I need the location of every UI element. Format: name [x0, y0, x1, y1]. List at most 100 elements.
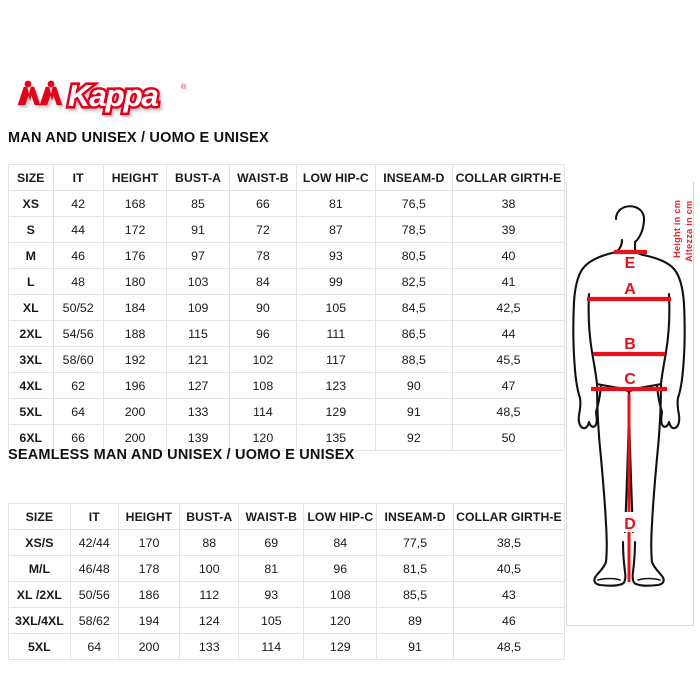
cell-value: 172	[102, 216, 168, 243]
cell-value: 188	[102, 320, 168, 347]
cell-value: 76,5	[374, 190, 453, 217]
cell-size: 5XL	[8, 398, 54, 425]
table-body-seamless: XS/S 42/44 170 88 69 84 77,5 38,5 M/L 46/48 178 100…	[8, 529, 566, 660]
cell-value: 50	[451, 424, 566, 451]
measure-label-E: E	[625, 255, 636, 272]
cell-value: 43	[452, 581, 566, 608]
cell-size: M/L	[8, 555, 71, 582]
cell-value: 186	[117, 581, 181, 608]
cell-value: 38,5	[452, 529, 566, 556]
cell-value: 200	[102, 424, 168, 451]
cell-value: 103	[166, 268, 230, 295]
cell-value: 124	[179, 607, 240, 634]
col-header-inseam-d: INSEAM-D	[374, 164, 453, 191]
cell-value: 42/44	[69, 529, 119, 556]
cell-value: 84	[303, 529, 378, 556]
cell-value: 109	[166, 294, 230, 321]
cell-value: 48,5	[451, 398, 566, 425]
cell-value: 170	[117, 529, 181, 556]
col-header-height: HEIGHT	[102, 164, 168, 191]
measure-label-A: A	[624, 281, 636, 298]
cell-value: 92	[374, 424, 453, 451]
cell-value: 100	[179, 555, 240, 582]
cell-value: 72	[228, 216, 298, 243]
size-table-man-unisex: SIZE IT HEIGHT BUST-A WAIST-B LOW HIP-C …	[8, 164, 566, 451]
cell-value: 50/52	[52, 294, 104, 321]
table-row: 3XL/4XL 58/62 194 124 105 120 89 46	[8, 607, 566, 634]
cell-size: XL	[8, 294, 54, 321]
table-row: S 44 172 91 72 87 78,5 39	[8, 216, 566, 243]
cell-value: 129	[296, 398, 376, 425]
cell-value: 58/60	[52, 346, 104, 373]
cell-value: 88,5	[374, 346, 453, 373]
cell-value: 85	[166, 190, 230, 217]
cell-value: 47	[451, 372, 566, 399]
col-header-collar-girth-e: COLLAR GIRTH-E	[451, 164, 566, 191]
cell-value: 91	[374, 398, 453, 425]
cell-value: 93	[296, 242, 376, 269]
col-header-inseam-d: INSEAM-D	[376, 503, 454, 530]
cell-value: 114	[228, 398, 298, 425]
table-row: XL /2XL 50/56 186 112 93 108 85,5 43	[8, 581, 566, 608]
cell-size: 2XL	[8, 320, 54, 347]
table-row: 2XL 54/56 188 115 96 111 86,5 44	[8, 320, 566, 347]
cell-value: 192	[102, 346, 168, 373]
measure-label-B: B	[624, 336, 636, 353]
cell-value: 200	[102, 398, 168, 425]
cell-value: 120	[303, 607, 378, 634]
table-row: 5XL 64 200 133 114 129 91 48,5	[8, 633, 566, 660]
cell-value: 99	[296, 268, 376, 295]
cell-value: 54/56	[52, 320, 104, 347]
cell-value: 41	[451, 268, 566, 295]
cell-value: 108	[228, 372, 298, 399]
cell-size: 3XL	[8, 346, 54, 373]
cell-value: 81	[238, 555, 305, 582]
cell-value: 64	[52, 398, 104, 425]
table-row: 4XL 62 196 127 108 123 90 47	[8, 372, 566, 399]
svg-text:Kappa: Kappa	[68, 78, 159, 113]
table-row: L 48 180 103 84 99 82,5 41	[8, 268, 566, 295]
svg-text:Kappa: Kappa	[68, 78, 159, 113]
cell-value: 96	[303, 555, 378, 582]
cell-value: 88	[179, 529, 240, 556]
cell-size: 4XL	[8, 372, 54, 399]
cell-value: 133	[179, 633, 240, 660]
cell-value: 200	[117, 633, 181, 660]
col-header-size: SIZE	[8, 503, 71, 530]
cell-value: 86,5	[374, 320, 453, 347]
cell-value: 129	[303, 633, 378, 660]
col-header-it: IT	[52, 164, 104, 191]
col-header-it: IT	[69, 503, 119, 530]
cell-value: 78,5	[374, 216, 453, 243]
cell-value: 91	[376, 633, 454, 660]
cell-size: 6XL	[8, 424, 54, 451]
measure-label-D: D	[624, 516, 636, 533]
cell-value: 44	[451, 320, 566, 347]
cell-value: 114	[238, 633, 305, 660]
cell-value: 45,5	[451, 346, 566, 373]
cell-value: 46/48	[69, 555, 119, 582]
cell-value: 62	[52, 372, 104, 399]
cell-value: 80,5	[374, 242, 453, 269]
cell-value: 46	[452, 607, 566, 634]
cell-value: 90	[374, 372, 453, 399]
table-row: M/L 46/48 178 100 81 96 81,5 40,5	[8, 555, 566, 582]
cell-value: 196	[102, 372, 168, 399]
cell-value: 78	[228, 242, 298, 269]
cell-value: 69	[238, 529, 305, 556]
cell-value: 117	[296, 346, 376, 373]
cell-value: 91	[166, 216, 230, 243]
cell-value: 133	[166, 398, 230, 425]
cell-size: L	[8, 268, 54, 295]
header-row: SIZE IT HEIGHT BUST-A WAIST-B LOW HIP-C …	[8, 503, 566, 530]
table-header-man: SIZE IT HEIGHT BUST-A WAIST-B LOW HIP-C …	[8, 164, 566, 191]
cell-value: 168	[102, 190, 168, 217]
cell-value: 102	[228, 346, 298, 373]
cell-value: 40	[451, 242, 566, 269]
cell-size: 5XL	[8, 633, 71, 660]
cell-value: 42,5	[451, 294, 566, 321]
cell-value: 84,5	[374, 294, 453, 321]
cell-value: 84	[228, 268, 298, 295]
header-row: SIZE IT HEIGHT BUST-A WAIST-B LOW HIP-C …	[8, 164, 566, 191]
cell-value: 66	[228, 190, 298, 217]
